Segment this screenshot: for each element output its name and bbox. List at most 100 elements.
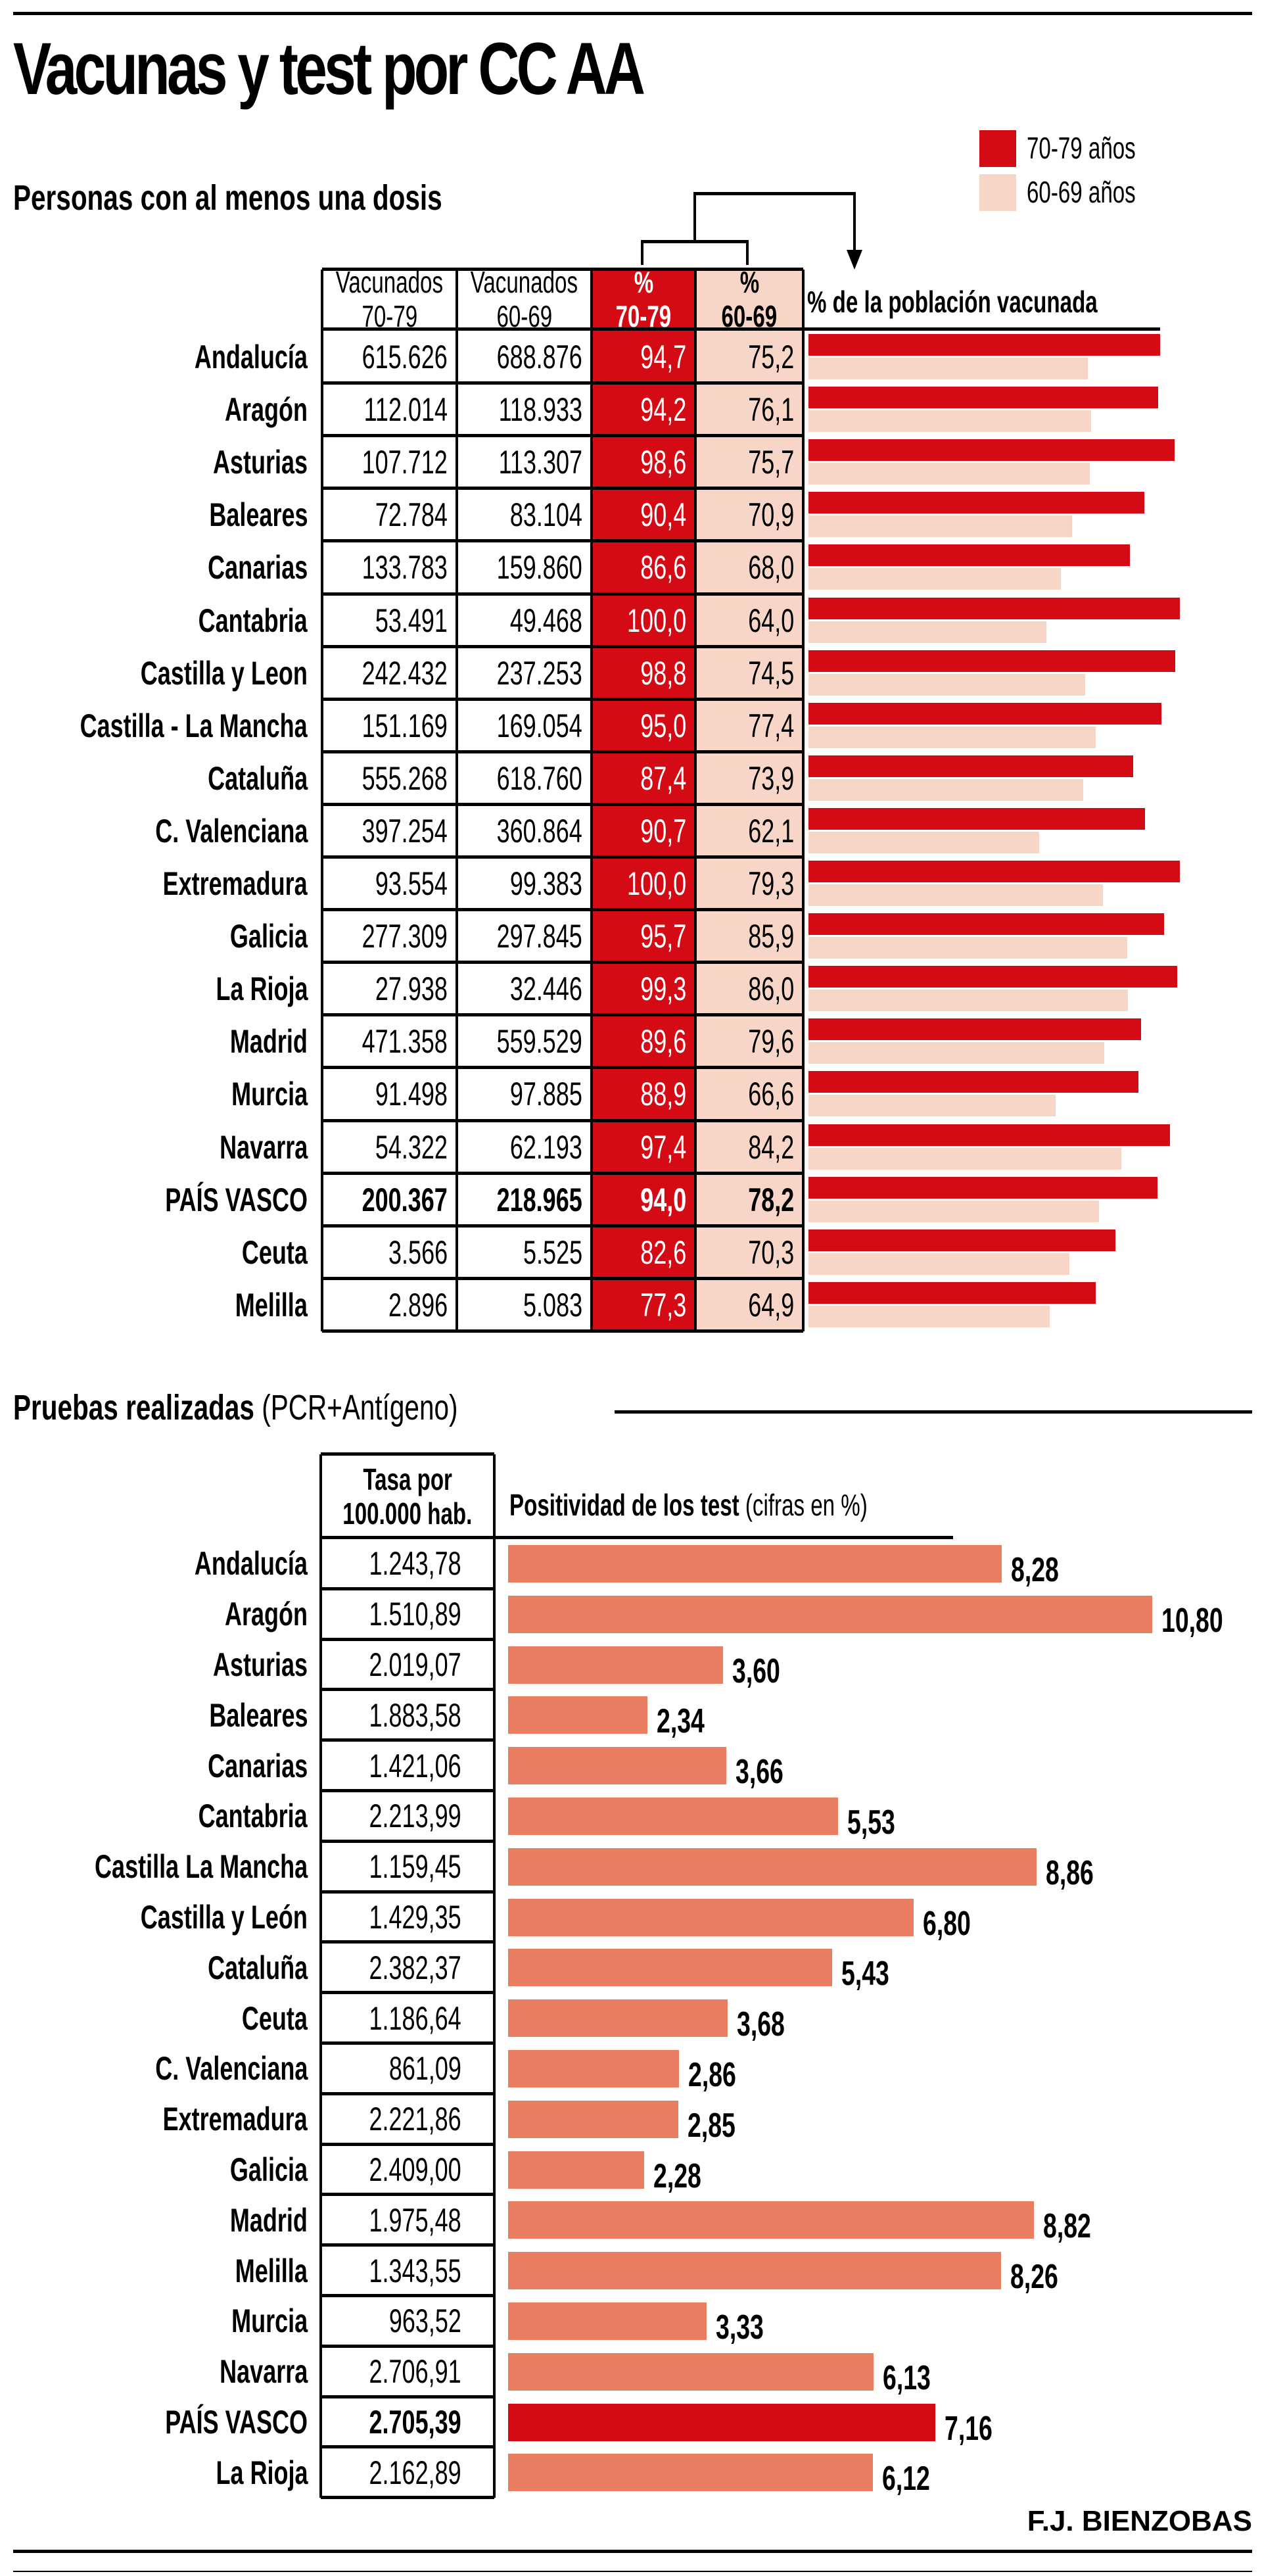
table-cell: 99.383 — [509, 865, 582, 903]
row-divider — [321, 2091, 494, 2095]
table-cell: 100,0 — [626, 865, 686, 903]
row-divider — [321, 1789, 494, 1792]
header-vacunados-70-79: Vacunados 70-79 — [335, 265, 444, 333]
value-label: 6,80 — [923, 1904, 971, 1943]
row-label: PAÍS VASCO — [165, 2403, 308, 2441]
tasa-cell: 2.705,39 — [369, 2403, 461, 2441]
row-divider — [322, 855, 803, 859]
value-label: 8,28 — [1011, 1551, 1060, 1589]
tasa-cell: 2.162,89 — [369, 2454, 461, 2491]
row-label: C. Valenciana — [154, 812, 308, 849]
row-label: Melilla — [235, 1286, 308, 1324]
table-cell: 559.529 — [496, 1023, 582, 1061]
row-label: La Rioja — [215, 2454, 308, 2491]
row-divider — [321, 1586, 494, 1590]
row-divider — [321, 2243, 494, 2247]
row-divider — [322, 1171, 803, 1175]
table-cell: 237.253 — [496, 654, 582, 692]
legend-swatch-70-79 — [979, 130, 1016, 167]
table-cell: 54.322 — [375, 1128, 448, 1166]
table-cell: 53.491 — [375, 602, 448, 639]
row-label: La Rioja — [215, 970, 308, 1008]
table-cell: 85,9 — [747, 918, 794, 955]
positivity-bar — [508, 1949, 832, 1987]
row-divider — [322, 1013, 803, 1017]
tasa-cell: 1.883,58 — [369, 1696, 461, 1734]
column-divider — [694, 270, 697, 1331]
header-pct-70-79: % 70-79 — [615, 265, 672, 333]
row-divider — [322, 1066, 803, 1070]
value-label: 5,43 — [841, 1955, 889, 1993]
value-label: 3,66 — [736, 1753, 783, 1792]
row-label: Baleares — [208, 496, 308, 534]
legend-label-70-79: 70-79 años — [1027, 131, 1136, 165]
legend-swatch-60-69 — [979, 174, 1016, 211]
tasa-cell: 2.213,99 — [369, 1798, 461, 1835]
row-divider — [322, 487, 803, 490]
table-cell: 133.783 — [362, 549, 448, 586]
row-label: Cantabria — [198, 1798, 308, 1835]
row-divider — [321, 1839, 494, 1843]
row-divider — [321, 2294, 494, 2297]
table-cell: 555.268 — [362, 759, 448, 797]
row-divider — [321, 1940, 494, 1944]
table-cell: 77,4 — [747, 707, 794, 744]
table-cell: 62.193 — [509, 1128, 582, 1166]
bracket-connector-drop — [853, 192, 856, 251]
row-label: Castilla y León — [140, 1898, 308, 1936]
value-label: 3,33 — [716, 2308, 764, 2347]
pct-70-79-column-bg — [592, 270, 695, 1331]
bar-70-79 — [808, 1018, 1142, 1041]
row-divider — [322, 644, 803, 648]
table-cell: 98,8 — [640, 654, 686, 692]
bracket-connector — [641, 240, 643, 265]
column-divider — [456, 270, 458, 1331]
table-cell: 218.965 — [496, 1181, 582, 1218]
table-cell: 75,2 — [747, 339, 794, 376]
row-divider — [321, 1991, 494, 1995]
tasa-cell: 1.186,64 — [369, 1999, 461, 2037]
bar-60-69 — [808, 673, 1085, 696]
tasa-cell: 2.382,37 — [369, 1949, 461, 1986]
value-label: 6,13 — [883, 2358, 931, 2397]
row-label: PAÍS VASCO — [165, 1181, 308, 1218]
positivity-bar — [508, 2252, 1001, 2290]
table-cell: 159.860 — [496, 549, 582, 586]
table-cell: 360.864 — [496, 812, 582, 849]
tasa-cell: 1.510,89 — [369, 1596, 461, 1633]
row-divider — [321, 1890, 494, 1894]
table-cell: 66,6 — [747, 1076, 794, 1113]
table-cell: 151.169 — [362, 707, 448, 744]
positivity-bar — [508, 2454, 874, 2492]
positivity-bar — [508, 2151, 644, 2189]
value-label: 2,28 — [653, 2157, 701, 2195]
table-cell: 27.938 — [375, 970, 448, 1008]
bar-70-79 — [808, 702, 1161, 725]
row-divider — [322, 908, 803, 912]
row-divider — [322, 592, 803, 596]
bar-60-69 — [808, 1200, 1099, 1222]
row-label: Galicia — [229, 918, 308, 955]
table-cell: 84,2 — [747, 1128, 794, 1166]
row-label: C. Valenciana — [154, 2050, 308, 2087]
header-vacunados-60-69: Vacunados 60-69 — [470, 265, 578, 333]
positivity-bar — [508, 1747, 727, 1785]
positivity-bar — [508, 2352, 874, 2391]
row-label: Murcia — [231, 1076, 308, 1113]
bracket-connector-top — [641, 240, 749, 243]
value-label: 7,16 — [944, 2409, 993, 2448]
table-cell: 2.896 — [388, 1286, 448, 1324]
table-cell: 5.083 — [523, 1286, 582, 1324]
pct-60-69-column-bg — [695, 270, 803, 1331]
row-label: Aragón — [225, 391, 308, 429]
tests-left-border — [319, 1454, 322, 2498]
table-top-rule — [322, 268, 803, 271]
row-divider — [321, 2041, 494, 2045]
table-cell: 93.554 — [375, 865, 448, 903]
table-cell: 88,9 — [640, 1076, 686, 1113]
row-label: Aragón — [225, 1596, 308, 1633]
tasa-cell: 1.243,78 — [369, 1545, 461, 1583]
bracket-connector-stem — [693, 192, 696, 241]
table-cell: 94,0 — [640, 1181, 686, 1218]
positivity-bar — [508, 2403, 935, 2441]
